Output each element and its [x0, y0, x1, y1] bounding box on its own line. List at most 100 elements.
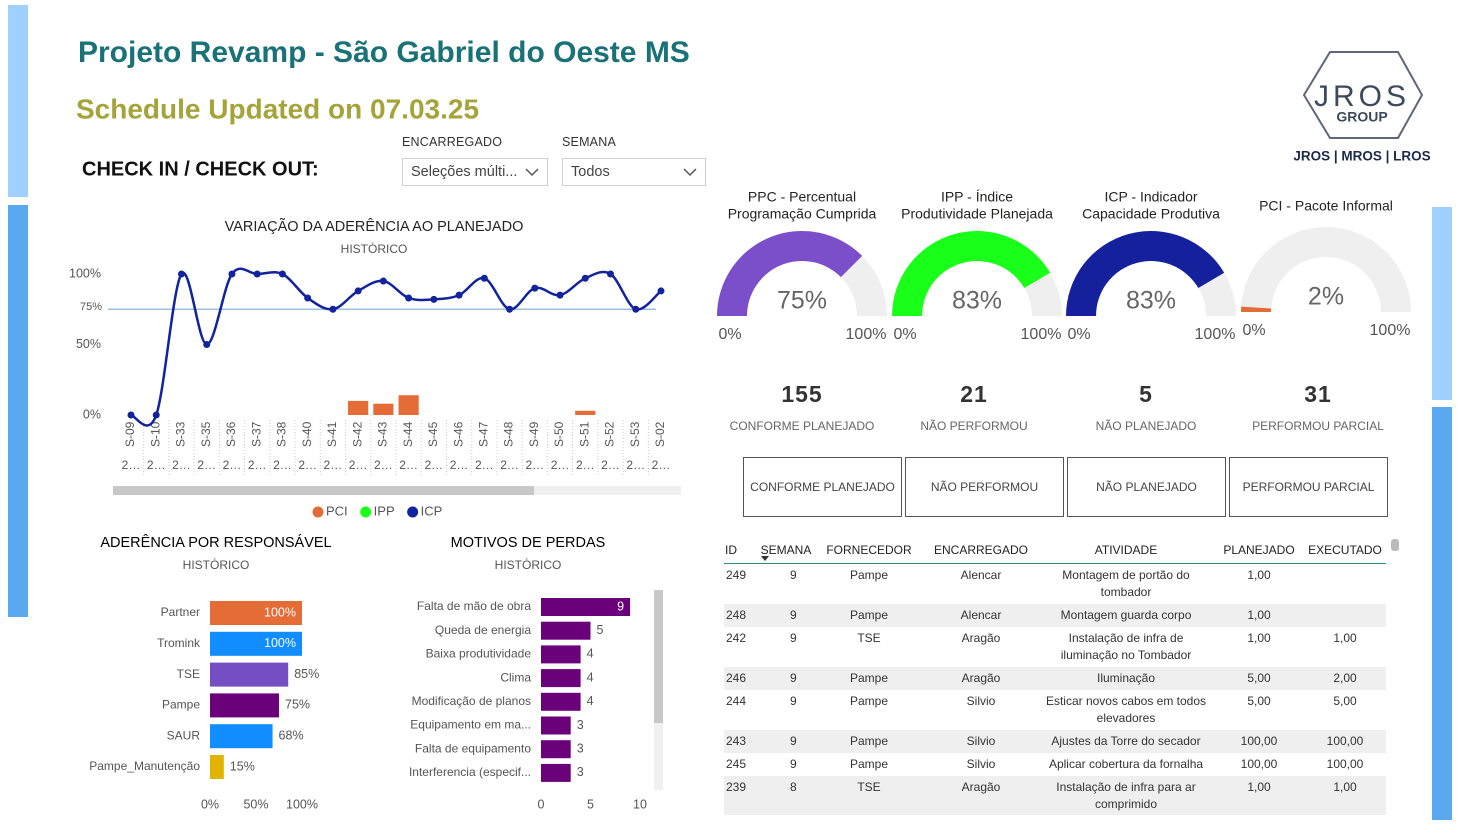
data-label: 100% [264, 605, 296, 619]
x-tick-label: S-45 [426, 421, 440, 447]
line-point [506, 305, 514, 313]
bar [541, 692, 581, 711]
scrollbar-thumb[interactable] [1391, 539, 1399, 551]
data-label: 68% [279, 728, 304, 742]
gauge-max-label: 100% [846, 326, 887, 343]
column-header: EXECUTADO [1304, 537, 1386, 564]
line-point [228, 270, 236, 278]
table-cell: Aplicar cobertura da fornalha [1048, 757, 1204, 771]
bar [398, 395, 419, 415]
logo-name: JROS [1314, 80, 1410, 113]
x-tick-sublabel: 2… [122, 458, 141, 472]
filter-button[interactable]: NÃO PERFORMOU [905, 457, 1064, 517]
chart-title: VARIAÇÃO DA ADERÊNCIA AO PLANEJADO [225, 218, 524, 235]
x-tick-label: S-46 [451, 421, 465, 447]
x-tick-label: S-52 [603, 421, 617, 447]
bar [541, 645, 581, 664]
table-cell: Instalação de infra para ar comprimido [1038, 776, 1214, 815]
table-row: 242 9 TSE Aragão Instalação de infra de ilum… [724, 627, 1386, 667]
x-tick-label: S-33 [174, 421, 188, 447]
logo-group: GROUP [1336, 109, 1387, 125]
filter-button[interactable]: NÃO PLANEJADO [1067, 457, 1226, 517]
x-tick-sublabel: 2… [425, 458, 444, 472]
table-cell: 1,00 [1333, 631, 1357, 645]
table-cell: 5,00 [1214, 667, 1304, 690]
x-tick-label: 0 [538, 797, 545, 811]
x-tick-label: S-49 [527, 421, 541, 447]
gauge-title: Programação Cumprida [728, 206, 877, 222]
bar [210, 631, 302, 656]
table-row: 248 9 Pampe Alencar Montagem guarda corpo 1,0… [724, 604, 1386, 627]
kpi-value: 155 [781, 381, 822, 407]
y-tick-label: Baixa produtividade [426, 647, 532, 661]
gauge-max-label: 100% [1195, 326, 1236, 343]
column-header-text: EXECUTADO [1308, 543, 1382, 557]
y-tick-label: Tromink [157, 636, 201, 650]
column-header-text: ID [725, 543, 737, 557]
bar [541, 763, 571, 782]
gauge-value [891, 230, 1051, 316]
chart-title: MOTIVOS DE PERDAS [451, 535, 606, 551]
x-tick-label: S-38 [275, 421, 289, 447]
table-cell: 249 [726, 568, 747, 582]
x-tick-sublabel: 2… [500, 458, 519, 472]
scrollbar-thumb[interactable] [654, 590, 663, 723]
filter-button[interactable]: PERFORMOU PARCIAL [1229, 457, 1388, 517]
bar [210, 693, 279, 718]
data-label: 15% [230, 759, 255, 773]
kpi-label: CONFORME PLANEJADO [730, 419, 875, 433]
table-row: 244 9 Pampe Silvio Esticar novos cabos em to… [724, 690, 1386, 730]
table-cell: 245 [726, 757, 747, 771]
x-tick-sublabel: 2… [652, 458, 671, 472]
slicer-dropdown[interactable]: Seleções múlti... [402, 158, 548, 186]
table-cell: Pampe [814, 667, 924, 690]
column-header: SEMANA [758, 537, 814, 564]
table-cell: 9 [790, 631, 797, 645]
x-tick-sublabel: 2… [450, 458, 469, 472]
side-accent [8, 205, 28, 617]
gauge-title: ICP - Indicador [1104, 189, 1197, 205]
bar [541, 669, 581, 688]
table-cell [1304, 604, 1386, 627]
gauge-value-label: 83% [1126, 287, 1176, 315]
line-point [177, 270, 185, 278]
slicer-dropdown[interactable]: Todos [562, 158, 706, 186]
legend-swatch [360, 506, 372, 518]
x-tick-label: S-41 [325, 421, 339, 447]
table-cell: 9 [758, 667, 814, 690]
data-label: 5 [597, 623, 604, 637]
column-header-text: FORNECEDOR [826, 543, 912, 557]
gauge-value [1066, 230, 1225, 316]
table-cell: 244 [726, 694, 747, 708]
x-tick-label: S-40 [300, 421, 314, 447]
table-cell: 243 [724, 730, 758, 753]
y-tick-label: Clima [500, 670, 531, 684]
gauge-max-label: 100% [1021, 326, 1062, 343]
table-cell: 248 [724, 604, 758, 627]
reference-label: 75% [80, 301, 102, 313]
table-cell: Pampe [849, 568, 889, 582]
table-cell: 9 [790, 694, 797, 708]
table-row: 243 9 Pampe Silvio Ajustes da Torre do secad… [724, 730, 1386, 753]
table-cell: Pampe [814, 730, 924, 753]
data-label: 75% [285, 698, 310, 712]
kpi-label: NÃO PLANEJADO [1096, 419, 1197, 433]
filter-button[interactable]: CONFORME PLANEJADO [743, 457, 902, 517]
x-tick-sublabel: 2… [399, 458, 418, 472]
data-label: 3 [577, 741, 584, 755]
y-tick-label: Partner [161, 605, 200, 619]
legend-label: IPP [374, 503, 395, 518]
x-tick-label: S-50 [552, 421, 566, 447]
bar [541, 621, 591, 640]
column-header-text: ENCARREGADO [933, 543, 1028, 557]
bar [373, 403, 394, 415]
scrollbar-thumb[interactable] [113, 486, 534, 495]
table-cell: Ajustes da Torre do secador [1038, 730, 1214, 753]
x-tick-label: 10 [633, 797, 647, 811]
line-point [304, 294, 312, 302]
x-tick-sublabel: 2… [273, 458, 292, 472]
table-cell: Aragão [924, 667, 1038, 690]
y-tick-label: TSE [177, 667, 200, 681]
line-point [405, 294, 413, 302]
